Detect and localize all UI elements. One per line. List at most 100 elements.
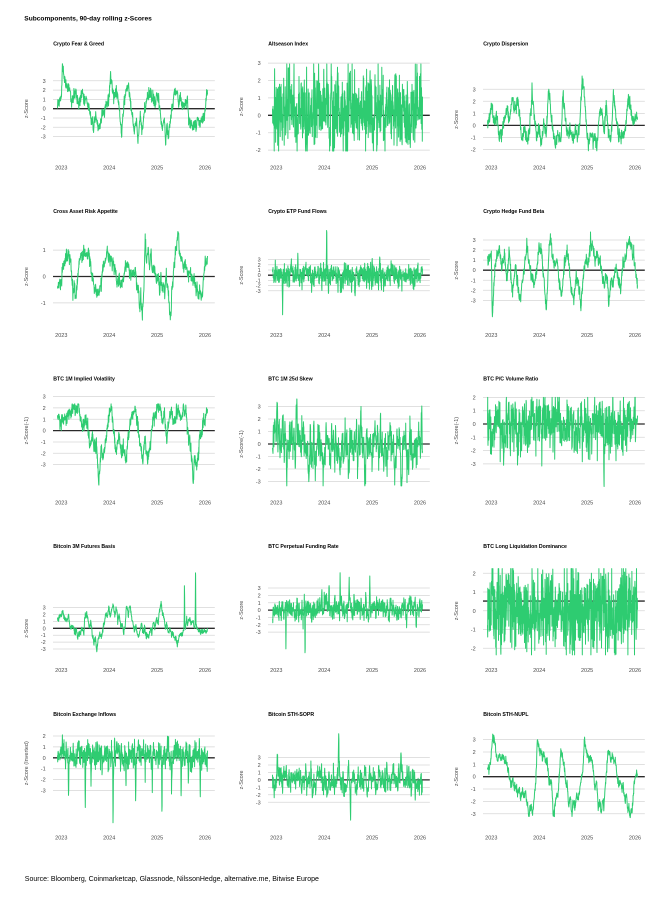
svg-text:z-Score: z-Score (454, 767, 460, 786)
svg-text:-1: -1 (41, 633, 46, 639)
svg-text:2023: 2023 (485, 836, 497, 842)
svg-text:1: 1 (258, 770, 261, 776)
svg-text:0: 0 (43, 275, 46, 281)
svg-text:2024: 2024 (533, 836, 545, 842)
svg-text:Bitcoin 3M Futures Basis: Bitcoin 3M Futures Basis (53, 544, 115, 550)
svg-text:2026: 2026 (629, 165, 641, 171)
svg-text:-1: -1 (471, 435, 476, 441)
svg-text:2023: 2023 (55, 836, 67, 842)
svg-text:z-Score: z-Score (239, 97, 245, 116)
svg-text:-2: -2 (471, 646, 476, 652)
svg-text:z-Score: z-Score (239, 601, 245, 620)
svg-text:3: 3 (473, 738, 476, 744)
svg-text:-3: -3 (41, 135, 46, 141)
svg-text:2: 2 (43, 613, 46, 619)
svg-text:2025: 2025 (581, 836, 593, 842)
svg-text:Crypto ETP Fund Flows: Crypto ETP Fund Flows (268, 209, 327, 215)
svg-text:2025: 2025 (366, 333, 378, 339)
svg-text:2024: 2024 (318, 668, 330, 674)
svg-text:2023: 2023 (270, 165, 282, 171)
svg-text:2026: 2026 (414, 333, 426, 339)
svg-text:2: 2 (258, 263, 261, 269)
svg-text:1: 1 (473, 762, 476, 768)
svg-text:3: 3 (43, 606, 46, 612)
svg-text:2023: 2023 (270, 836, 282, 842)
svg-text:-2: -2 (471, 288, 476, 294)
svg-text:2025: 2025 (581, 501, 593, 507)
svg-text:2: 2 (258, 79, 261, 85)
svg-text:-2: -2 (256, 467, 261, 473)
svg-text:0: 0 (43, 626, 46, 632)
svg-text:2024: 2024 (103, 836, 115, 842)
svg-text:-3: -3 (41, 789, 46, 795)
svg-text:2026: 2026 (629, 668, 641, 674)
svg-text:-2: -2 (256, 623, 261, 629)
svg-text:z-Score(-1): z-Score(-1) (24, 417, 30, 445)
svg-text:2: 2 (473, 571, 476, 577)
svg-text:-2: -2 (41, 451, 46, 457)
svg-text:Subcomponents, 90-day rolling: Subcomponents, 90-day rolling z-Scores (24, 16, 152, 23)
svg-text:2023: 2023 (485, 668, 497, 674)
svg-text:2: 2 (258, 593, 261, 599)
svg-text:1: 1 (473, 258, 476, 264)
svg-text:1: 1 (43, 248, 46, 254)
svg-text:2: 2 (43, 406, 46, 412)
svg-text:2025: 2025 (581, 668, 593, 674)
svg-text:2026: 2026 (629, 333, 641, 339)
svg-text:Altseason Index: Altseason Index (268, 41, 308, 47)
svg-text:0: 0 (258, 273, 261, 279)
svg-text:-3: -3 (256, 800, 261, 806)
svg-text:3: 3 (43, 79, 46, 85)
svg-text:2025: 2025 (366, 836, 378, 842)
svg-text:z-Score: z-Score (239, 770, 245, 789)
svg-text:2023: 2023 (270, 333, 282, 339)
svg-text:-3: -3 (41, 647, 46, 653)
svg-text:2025: 2025 (366, 501, 378, 507)
svg-text:-2: -2 (41, 125, 46, 131)
svg-text:z-Score(-1): z-Score(-1) (239, 430, 245, 458)
svg-text:0: 0 (258, 113, 261, 119)
svg-text:BTC Long Liquidation Dominance: BTC Long Liquidation Dominance (483, 544, 567, 550)
svg-text:2023: 2023 (485, 165, 497, 171)
svg-text:Cross Asset Risk Appetite: Cross Asset Risk Appetite (53, 209, 118, 215)
svg-text:2026: 2026 (629, 501, 641, 507)
svg-text:z-Score: z-Score (24, 267, 30, 286)
svg-text:-1: -1 (256, 785, 261, 791)
svg-text:-1: -1 (41, 301, 46, 307)
svg-text:1: 1 (43, 417, 46, 423)
svg-text:1: 1 (258, 96, 261, 102)
svg-text:2025: 2025 (366, 668, 378, 674)
svg-text:2026: 2026 (199, 501, 211, 507)
svg-text:-3: -3 (471, 462, 476, 468)
svg-text:2026: 2026 (199, 668, 211, 674)
svg-text:0: 0 (43, 429, 46, 435)
svg-text:-1: -1 (41, 440, 46, 446)
svg-text:-2: -2 (471, 148, 476, 154)
svg-text:Crypto Fear & Greed: Crypto Fear & Greed (53, 41, 104, 47)
svg-text:BTC P/C Volume Ratio: BTC P/C Volume Ratio (483, 377, 538, 383)
svg-text:z-Score: z-Score (454, 261, 460, 280)
svg-text:2024: 2024 (103, 668, 115, 674)
svg-text:0: 0 (473, 609, 476, 615)
svg-text:-1: -1 (471, 135, 476, 141)
svg-text:1: 1 (43, 745, 46, 751)
svg-text:2025: 2025 (151, 668, 163, 674)
svg-text:0: 0 (43, 756, 46, 762)
svg-text:2: 2 (473, 750, 476, 756)
svg-text:-1: -1 (471, 787, 476, 793)
svg-text:BTC 1M Implied Volatility: BTC 1M Implied Volatility (53, 377, 115, 383)
svg-text:2024: 2024 (533, 668, 545, 674)
svg-text:-2: -2 (256, 284, 261, 290)
svg-text:1: 1 (258, 601, 261, 607)
svg-text:0: 0 (258, 608, 261, 614)
svg-text:0: 0 (473, 775, 476, 781)
svg-text:Crypto Hedge Fund Beta: Crypto Hedge Fund Beta (483, 209, 544, 215)
svg-text:2026: 2026 (199, 333, 211, 339)
svg-text:3: 3 (258, 258, 261, 264)
svg-text:-2: -2 (256, 793, 261, 799)
svg-text:-1: -1 (256, 131, 261, 137)
svg-text:2023: 2023 (55, 668, 67, 674)
svg-text:0: 0 (473, 123, 476, 129)
svg-text:2023: 2023 (55, 501, 67, 507)
svg-text:z-Score: z-Score (24, 99, 30, 118)
